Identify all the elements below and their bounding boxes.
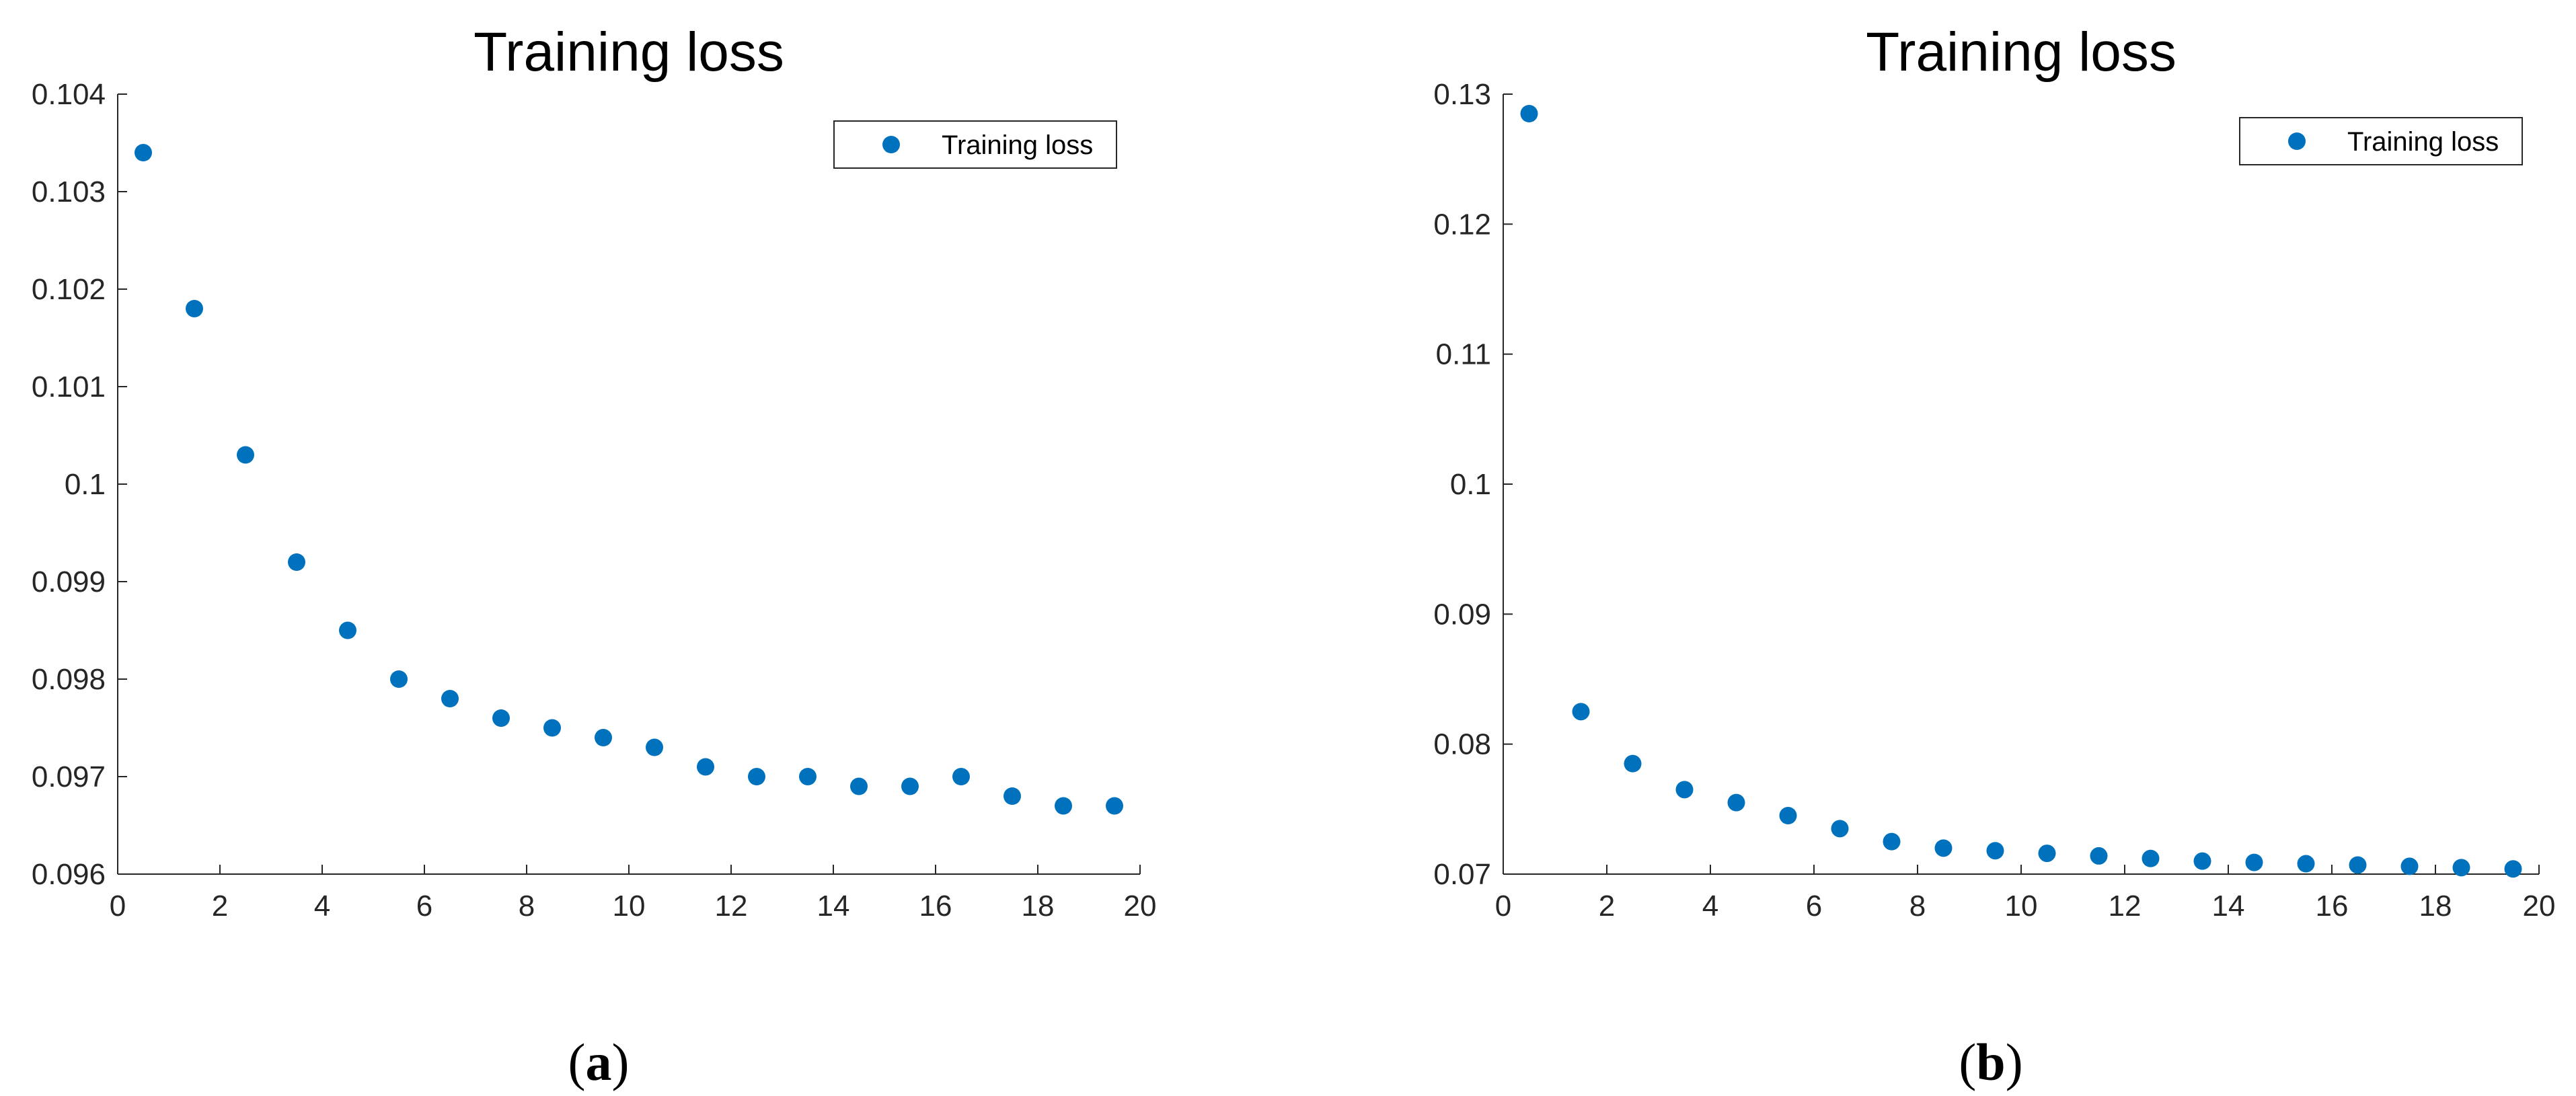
- y-tick-label: 0.101: [32, 370, 106, 403]
- y-tick-label: 0.09: [1433, 598, 1491, 631]
- x-tick-label: 20: [1124, 890, 1157, 923]
- y-tick-label: 0.102: [32, 273, 106, 306]
- x-tick-label: 20: [2523, 890, 2556, 923]
- x-tick-label: 16: [919, 890, 952, 923]
- x-tick-label: 18: [2419, 890, 2452, 923]
- x-tick-label: 14: [2212, 890, 2245, 923]
- data-point: [2504, 860, 2522, 878]
- x-tick-label: 12: [715, 890, 748, 923]
- data-point: [1779, 807, 1797, 824]
- data-point: [2297, 855, 2315, 873]
- data-point: [1883, 832, 1901, 851]
- data-point: [1572, 703, 1590, 721]
- data-point: [390, 670, 408, 688]
- x-tick-label: 8: [519, 890, 535, 923]
- data-point: [1003, 787, 1021, 805]
- data-point: [1624, 754, 1642, 773]
- data-point: [646, 738, 663, 756]
- legend: Training loss: [2239, 117, 2523, 165]
- data-point: [1106, 797, 1123, 815]
- data-point: [1675, 781, 1694, 799]
- data-point: [748, 768, 765, 785]
- data-point: [2038, 845, 2056, 863]
- data-point: [697, 758, 714, 776]
- y-tick-label: 0.08: [1433, 728, 1491, 761]
- data-point: [595, 729, 612, 746]
- caption-a-label: a: [585, 1033, 612, 1091]
- data-point: [492, 709, 510, 727]
- x-tick-label: 4: [314, 890, 330, 923]
- legend-box: [833, 120, 1117, 169]
- caption-b: (b): [1959, 1033, 2023, 1091]
- y-tick-label: 0.07: [1433, 858, 1491, 891]
- x-tick-label: 10: [2005, 890, 2038, 923]
- data-point: [1055, 797, 1072, 815]
- y-tick-label: 0.104: [32, 78, 106, 111]
- x-tick-label: 6: [1806, 890, 1822, 923]
- chart-panel-a: Training loss 0 2 4 6 8 10 12 14 16 18 20 0.096 0.097…: [32, 22, 1157, 923]
- x-tick-label: 14: [817, 890, 850, 923]
- legend-label: Training loss: [2347, 127, 2499, 157]
- data-point: [237, 446, 254, 464]
- data-point: [339, 621, 356, 639]
- data-point: [186, 300, 203, 317]
- data-point: [2245, 853, 2263, 871]
- x-tick-label: 8: [1909, 890, 1926, 923]
- data-point: [543, 719, 561, 737]
- y-tick-label: 0.103: [32, 175, 106, 208]
- data-point: [2142, 849, 2160, 867]
- chart-title: Training loss: [473, 22, 784, 83]
- x-tick-label: 2: [1599, 890, 1615, 923]
- legend-box: [2239, 117, 2523, 165]
- chart-panel-b: Training loss 0 2 4 6 8 10 12 14 16 18 20 0.07 0.08 0.…: [1433, 22, 2556, 923]
- y-tick-label: 0.099: [32, 565, 106, 598]
- data-point: [441, 690, 459, 707]
- data-point: [1934, 839, 1953, 857]
- data-point: [1831, 820, 1849, 838]
- data-point: [799, 768, 817, 785]
- data-point: [952, 768, 970, 785]
- x-tick-label: 0: [110, 890, 126, 923]
- y-tick-label: 0.097: [32, 760, 106, 793]
- x-tick-label: 6: [416, 890, 432, 923]
- x-tick-label: 10: [613, 890, 646, 923]
- legend-label: Training loss: [942, 130, 1093, 160]
- legend-marker: [2288, 132, 2306, 150]
- caption-b-label: b: [1976, 1033, 2006, 1091]
- legend: Training loss: [833, 120, 1117, 169]
- chart-title: Training loss: [1866, 22, 2176, 83]
- data-point: [901, 777, 919, 795]
- y-tick-label: 0.13: [1433, 78, 1491, 111]
- y-tick-label: 0.098: [32, 663, 106, 696]
- data-point: [2349, 856, 2367, 874]
- x-tick-label: 16: [2316, 890, 2349, 923]
- x-tick-label: 0: [1495, 890, 1511, 923]
- data-point: [2090, 847, 2108, 865]
- y-tick-label: 0.1: [1450, 468, 1491, 501]
- x-tick-label: 18: [1022, 890, 1055, 923]
- y-tick-label: 0.096: [32, 858, 106, 891]
- x-tick-label: 4: [1702, 890, 1718, 923]
- data-point: [2193, 852, 2211, 870]
- x-tick-label: 2: [212, 890, 228, 923]
- y-tick-label: 0.12: [1433, 208, 1491, 241]
- y-tick-label: 0.1: [65, 468, 106, 501]
- data-point: [1986, 842, 2004, 860]
- data-point: [1520, 105, 1538, 122]
- data-point: [135, 144, 152, 161]
- data-point: [2452, 859, 2470, 877]
- data-point: [1727, 793, 1745, 812]
- data-point: [2400, 857, 2419, 875]
- data-point: [850, 777, 868, 795]
- legend-marker: [882, 136, 900, 153]
- caption-a: (a): [568, 1033, 630, 1091]
- data-point: [288, 553, 305, 571]
- x-tick-label: 12: [2109, 890, 2142, 923]
- y-tick-label: 0.11: [1436, 338, 1491, 371]
